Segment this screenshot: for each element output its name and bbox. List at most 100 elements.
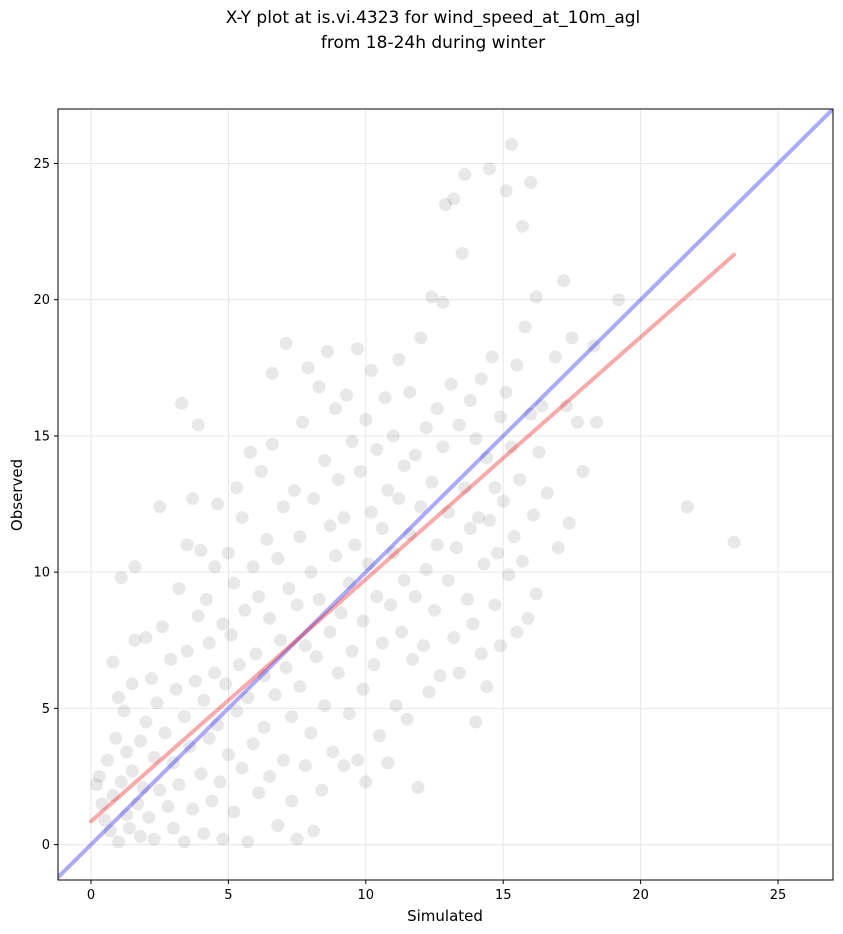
data-point [510,625,524,639]
data-point [235,761,249,775]
data-point [95,797,109,811]
data-point [471,511,485,525]
data-point [271,819,285,833]
data-point [441,573,455,587]
data-point [400,712,414,726]
data-point [428,603,442,617]
data-point [202,636,216,650]
data-point [274,633,288,647]
data-point [276,500,290,514]
data-point [276,753,290,767]
data-point [436,295,450,309]
data-point [408,590,422,604]
data-point [153,500,167,514]
identity-line [58,109,833,880]
data-point [120,745,134,759]
x-axis-label: Simulated [407,907,483,925]
data-point [386,429,400,443]
data-point [381,756,395,770]
data-point [318,453,332,467]
data-point [348,538,362,552]
data-point [139,715,153,729]
data-point [298,639,312,653]
data-point [315,783,329,797]
data-point [257,720,271,734]
data-point [125,677,139,691]
grid-lines [58,109,833,880]
data-point [122,821,136,835]
data-point [370,590,384,604]
data-point [403,385,417,399]
data-point [345,644,359,658]
data-point [199,592,213,606]
data-point [307,492,321,506]
data-point [378,391,392,405]
data-point [386,546,400,560]
data-point [439,197,452,211]
data-point [265,366,279,380]
data-point [125,764,139,778]
data-point [458,167,472,181]
y-tick-label: 20 [33,293,50,308]
data-point [334,606,348,620]
data-point [285,794,299,808]
data-point [111,835,125,849]
data-point [375,636,389,650]
data-point [265,437,279,451]
data-point [493,410,507,424]
data-point [452,418,466,432]
data-point [238,603,252,617]
y-tick-label: 5 [42,702,50,717]
data-point [98,813,112,827]
data-point [89,778,103,792]
data-point [114,775,128,789]
data-point [304,565,318,579]
data-point [309,650,323,664]
data-point [395,625,409,639]
data-point [570,415,584,429]
y-tick-label: 15 [33,429,50,444]
data-point [241,835,255,849]
data-point [271,552,285,566]
data-point [260,532,274,546]
data-point [362,557,376,571]
data-point [326,745,340,759]
data-point [342,707,356,721]
data-point [133,829,147,843]
y-tick-label: 10 [33,566,50,581]
data-point [279,660,293,674]
data-point [515,219,529,233]
data-point [153,783,167,797]
data-point [559,399,573,413]
data-point [210,497,224,511]
data-point [235,511,249,525]
x-tick-label: 25 [770,888,787,903]
data-point [191,418,205,432]
data-point [504,440,518,454]
data-point [414,500,428,514]
data-point [436,440,450,454]
data-point [155,620,169,634]
data-point [562,516,576,530]
data-point [364,505,378,519]
data-point [172,778,186,792]
data-point [92,769,106,783]
data-point [180,644,194,658]
data-point [452,666,466,680]
data-point [499,385,513,399]
data-point [474,647,488,661]
data-point [216,832,230,846]
data-point [263,611,277,625]
data-point [197,693,211,707]
data-point [230,481,244,495]
data-point [301,361,315,375]
data-point [441,505,455,519]
y-tick-label: 0 [42,838,50,853]
data-point [491,546,505,560]
data-point [482,513,496,527]
data-point [337,511,351,525]
data-point [359,775,373,789]
data-point [565,331,579,345]
data-point [419,421,433,435]
